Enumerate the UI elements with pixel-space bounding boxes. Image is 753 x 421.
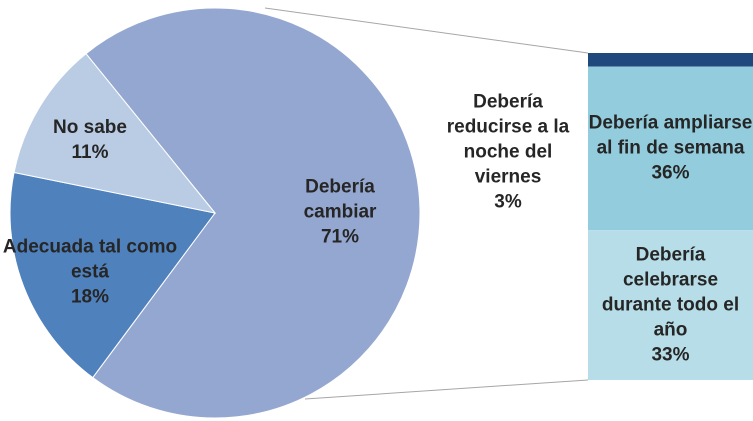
label-text: Debería reducirse a la noche del viernes — [446, 91, 570, 188]
label-text: 33% — [651, 344, 690, 366]
pie-slice — [13, 52, 217, 214]
pie-slice — [85, 7, 421, 419]
label-text: 18% — [70, 286, 110, 308]
data-label: No sabe 11% — [35, 115, 145, 165]
bar-segment — [588, 53, 753, 67]
connector-line — [304, 379, 589, 400]
pie-slice — [9, 171, 216, 379]
label-text: No sabe — [53, 117, 127, 138]
label-text: 36% — [651, 162, 690, 184]
label-text: Debería ampliarse al fin de semana — [588, 112, 753, 159]
data-label: Debería celebrarse durante todo el año 33… — [588, 243, 753, 368]
label-text: Debería celebrarse durante todo el año — [601, 244, 740, 341]
label-text: Adecuada tal como está — [2, 236, 178, 283]
data-label: Debería ampliarse al fin de semana 36% — [588, 111, 753, 186]
data-label: Debería cambiar 71% — [275, 175, 405, 250]
bar-segment — [588, 66, 753, 231]
label-text: 3% — [494, 191, 522, 213]
data-label: Debería reducirse a la noche del viernes… — [441, 90, 576, 215]
bar-segment — [588, 230, 753, 380]
data-label: Adecuada tal como está 18% — [3, 235, 178, 310]
label-text: 71% — [320, 226, 360, 248]
label-text: 11% — [71, 142, 109, 163]
label-text: Debería cambiar — [303, 176, 377, 223]
connector-line — [264, 7, 589, 54]
